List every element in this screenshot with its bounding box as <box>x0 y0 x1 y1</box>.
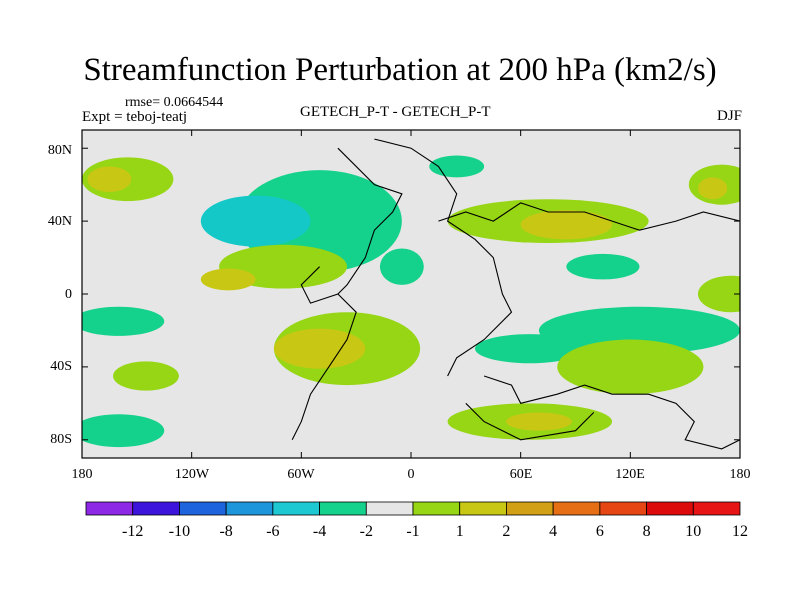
contour-region-pos-weak <box>697 275 740 313</box>
lat-tick-40n: 40N <box>47 214 72 229</box>
colorbar-label: 2 <box>502 523 510 540</box>
colorbar-swatch <box>506 501 554 516</box>
colorbar-label: -6 <box>266 523 279 540</box>
contour-region-neg-mid <box>200 195 311 247</box>
lat-tick-80n: 80N <box>47 143 72 158</box>
colorbar-swatch <box>599 501 647 516</box>
colorbar-swatch <box>412 501 461 516</box>
contour-layer <box>82 155 740 448</box>
colorbar-swatch <box>225 501 274 516</box>
lat-tick-40s: 40S <box>50 359 72 374</box>
contour-region-neg-weak <box>566 253 640 280</box>
colorbar: -12 -10 -8 -6 -4 -2 -1 1 2 4 6 8 10 12 <box>85 501 748 540</box>
contour-region-pos-mid <box>200 268 256 291</box>
contour-region-neg-weak <box>429 155 485 178</box>
colorbar-swatch <box>272 501 320 516</box>
colorbar-swatch <box>365 501 414 516</box>
comparison-label: GETECH_P-T - GETECH_P-T <box>300 104 491 120</box>
contour-region-pos-weak <box>113 361 179 391</box>
lon-tick-120e: 120E <box>615 467 645 482</box>
contour-region-pos-weak <box>557 339 704 395</box>
colorbar-swatch <box>646 501 694 516</box>
contour-region-pos-mid <box>273 328 366 369</box>
contour-region-neg-weak <box>82 306 165 336</box>
map-plot-area <box>82 130 740 458</box>
contour-region-pos-mid <box>697 177 728 200</box>
colorbar-label: 1 <box>456 523 464 540</box>
contour-region-pos-mid <box>87 166 132 192</box>
contour-region-pos-mid <box>506 412 572 431</box>
season-label: DJF <box>716 108 742 124</box>
colorbar-label: 8 <box>643 523 651 540</box>
colorbar-label: -10 <box>169 523 190 540</box>
colorbar-label: -8 <box>219 523 232 540</box>
rmse-label: rmse= 0.0664544 <box>125 95 224 110</box>
plot-title: Streamfunction Perturbation at 200 hPa (… <box>83 52 717 88</box>
colorbar-swatch <box>692 501 741 516</box>
coastline-africa <box>374 138 513 377</box>
colorbar-swatch <box>179 501 227 516</box>
axis-ticks <box>81 130 741 458</box>
contour-region-neg-weak <box>474 334 585 364</box>
colorbar-swatch <box>319 501 367 516</box>
contour-region-neg-weak <box>379 248 424 285</box>
colorbar-label: 4 <box>549 523 557 540</box>
coastline-layer <box>291 138 740 450</box>
experiment-label: Expt = teboj-teatj <box>82 109 188 125</box>
colorbar-swatch <box>552 501 601 516</box>
coastline-australia <box>483 375 740 450</box>
colorbar-label: -2 <box>360 523 373 540</box>
colorbar-label: -12 <box>122 523 143 540</box>
contour-region-pos-mid <box>520 210 613 240</box>
lon-tick-180w: 180 <box>71 467 93 482</box>
contour-region-neg-weak <box>82 414 165 448</box>
colorbar-label: 10 <box>685 523 701 540</box>
lon-tick-60e: 60E <box>509 467 533 482</box>
lon-tick-120w: 120W <box>174 467 210 482</box>
lat-tick-80s: 80S <box>50 432 72 447</box>
coastline-antarctic-coast <box>465 402 595 441</box>
contour-region-neg-weak <box>538 306 740 355</box>
colorbar-label: 6 <box>596 523 604 540</box>
lon-tick-0: 0 <box>407 467 415 482</box>
colorbar-label: -1 <box>406 523 419 540</box>
colorbar-swatch <box>459 501 507 516</box>
coastline-south-america <box>291 293 357 441</box>
lat-tick-eq: 0 <box>65 287 72 302</box>
colorbar-label: -4 <box>313 523 326 540</box>
coastline-north-america <box>300 147 403 304</box>
lon-tick-180e: 180 <box>729 467 751 482</box>
coastline-europe-asia <box>438 202 740 231</box>
colorbar-label: 12 <box>732 523 748 540</box>
colorbar-swatch <box>85 501 134 516</box>
colorbar-swatch <box>132 501 180 516</box>
lon-tick-60w: 60W <box>287 467 315 482</box>
